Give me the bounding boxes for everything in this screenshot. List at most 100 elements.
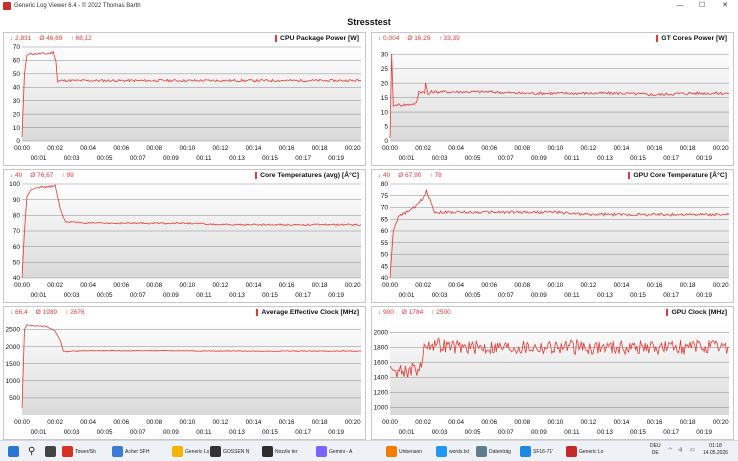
x-tick-label: 00:15	[262, 429, 278, 436]
x-tick-label: 00:03	[432, 292, 448, 299]
taskbar-app-button[interactable]: Nozzle ter	[262, 444, 298, 459]
x-tick-label: 00:02	[47, 145, 63, 152]
x-tick-label: 00:13	[229, 292, 245, 299]
x-tick-label: 00:00	[382, 145, 398, 152]
taskbar-app-label: Generic Lo	[579, 448, 604, 455]
chart-title: GT Cores Power [W]	[656, 35, 727, 42]
taskbar-app-button[interactable]: words.txt	[436, 444, 469, 459]
plot-area	[390, 321, 729, 415]
taskbar-app-button[interactable]: Acher SFH	[112, 444, 149, 459]
x-tick-label: 00:18	[312, 145, 328, 152]
y-tick-label: 20	[13, 111, 21, 118]
x-tick-label: 00:00	[14, 419, 30, 426]
taskbar-app-button[interactable]: Unbenann	[386, 444, 422, 459]
y-tick-label: 50	[13, 260, 21, 267]
x-tick-label: 00:17	[663, 155, 679, 162]
y-tick-label: 5	[384, 124, 388, 131]
x-tick-label: 00:01	[399, 292, 415, 299]
language-indicator[interactable]: DEU DE	[650, 443, 661, 456]
taskbar-app-button[interactable]: Generic Lo	[566, 444, 603, 459]
x-tick-label: 00:15	[630, 155, 646, 162]
stat-max: ↑ 33,39	[438, 35, 460, 42]
x-tick-label: 00:18	[312, 419, 328, 426]
stat-avg: Ø 76,67	[30, 172, 54, 179]
chart-panel-core-temperatures[interactable]: ↓ 40 Ø 76,67 ↑ 99 Core Temperatures (avg) […	[3, 169, 366, 303]
plot-area	[390, 47, 729, 141]
chart-panel-cpu-package-power[interactable]: ↓ 2,831 Ø 46,69 ↑ 68,12 CPU Package Power […	[3, 32, 366, 166]
x-tick-label: 00:09	[531, 292, 547, 299]
x-tick-label: 00:20	[345, 145, 361, 152]
chart-title: GPU Core Temperature [Â°C]	[628, 172, 727, 179]
x-tick-label: 00:15	[630, 429, 646, 436]
stat-min: ↓ 66,4	[10, 309, 28, 316]
chart-panel-gpu-core-temperature[interactable]: ↓ 40 Ø 67,90 ↑ 78 GPU Core Temperature [Â°C…	[371, 169, 734, 303]
x-tick-label: 00:00	[14, 282, 30, 289]
stat-avg: Ø 67,90	[398, 172, 422, 179]
minimize-button[interactable]: —	[676, 2, 684, 9]
x-tick-label: 00:09	[163, 155, 179, 162]
series-line	[21, 50, 362, 137]
taskbar-app-button[interactable]: Generic Lo	[172, 444, 209, 459]
search-icon[interactable]: ⚲	[28, 446, 36, 457]
taskbar-app-button[interactable]: Tower/Sh	[62, 444, 96, 459]
x-tick-label: 00:06	[481, 282, 497, 289]
x-tick-label: 00:08	[146, 145, 162, 152]
start-icon[interactable]	[8, 446, 19, 457]
x-tick-label: 00:12	[213, 282, 229, 289]
series-line	[389, 336, 730, 378]
y-tick-label: 2500	[6, 327, 21, 334]
x-tick-label: 00:12	[213, 419, 229, 426]
x-tick-label: 00:13	[229, 155, 245, 162]
x-tick-label: 00:09	[531, 429, 547, 436]
taskbar-app-label: Nozzle ter	[275, 448, 298, 455]
x-tick-label: 00:14	[246, 282, 262, 289]
app-icon	[476, 446, 487, 457]
y-tick-label: 1400	[374, 375, 389, 382]
y-tick-label: 1000	[374, 405, 389, 412]
x-tick-label: 00:13	[597, 429, 613, 436]
clock[interactable]: 01:18 14.05.2026	[703, 443, 728, 457]
chart-title: Core Temperatures (avg) [Â°C]	[255, 172, 359, 179]
taskview-icon[interactable]	[45, 446, 56, 457]
app-icon	[566, 446, 577, 457]
chart-panel-gt-cores-power[interactable]: ↓ 0,004 Ø 16,29 ↑ 33,39 GT Cores Power [W] …	[371, 32, 734, 166]
taskbar-app-button[interactable]: Gemini - A	[316, 444, 352, 459]
maximize-button[interactable]: ☐	[698, 2, 706, 9]
x-tick-label: 00:05	[465, 429, 481, 436]
stat-min: ↓ 40	[10, 172, 23, 179]
wifi-icon[interactable]: ◠	[668, 447, 673, 453]
stat-min: ↓ 2,831	[10, 35, 32, 42]
taskbar-app-label: Datenträg	[489, 448, 511, 455]
chart-panel-gpu-clock[interactable]: ↓ 900 Ø 1784 ↑ 2500 GPU Clock [MHz] 2000 180…	[371, 306, 734, 440]
x-tick-label: 00:13	[229, 429, 245, 436]
taskbar-app-button[interactable]: Datenträg	[476, 444, 511, 459]
y-tick-label: 1200	[374, 390, 389, 397]
x-tick-label: 00:02	[415, 282, 431, 289]
x-tick-label: 00:05	[465, 155, 481, 162]
y-tick-label: 40	[13, 275, 21, 282]
x-tick-label: 00:13	[597, 292, 613, 299]
x-tick-label: 00:11	[564, 429, 580, 436]
y-tick-label: 1800	[374, 345, 389, 352]
taskbar-app-button[interactable]: GOSSEN N	[210, 444, 249, 459]
taskbar-app-label: Acher SFH	[125, 448, 150, 455]
x-tick-label: 00:10	[547, 282, 563, 289]
stat-max: ↑ 2676	[65, 309, 85, 316]
stats-line: ↓ 40 Ø 76,67 ↑ 99	[10, 172, 82, 179]
stat-min: ↓ 40	[378, 172, 391, 179]
battery-icon[interactable]: ▭	[690, 447, 695, 453]
taskbar-app-label: words.txt	[449, 448, 470, 455]
chart-panel-average-effective-clock[interactable]: ↓ 66,4 Ø 1939 ↑ 2676 Average Effective Cloc…	[3, 306, 366, 440]
close-button[interactable]: ✕	[722, 2, 728, 9]
speaker-icon[interactable]: ◃)	[678, 447, 683, 453]
chart-title: Average Effective Clock [MHz]	[256, 309, 359, 316]
app-icon	[210, 446, 221, 457]
x-tick-label: 00:17	[295, 155, 311, 162]
y-tick-label: 60	[381, 228, 389, 235]
app-icon	[436, 446, 447, 457]
page-heading: Stresstest	[347, 17, 391, 27]
y-tick-label: 50	[13, 71, 21, 78]
app-icon	[520, 446, 531, 457]
taskbar-app-button[interactable]: SF16-71'	[520, 444, 553, 459]
